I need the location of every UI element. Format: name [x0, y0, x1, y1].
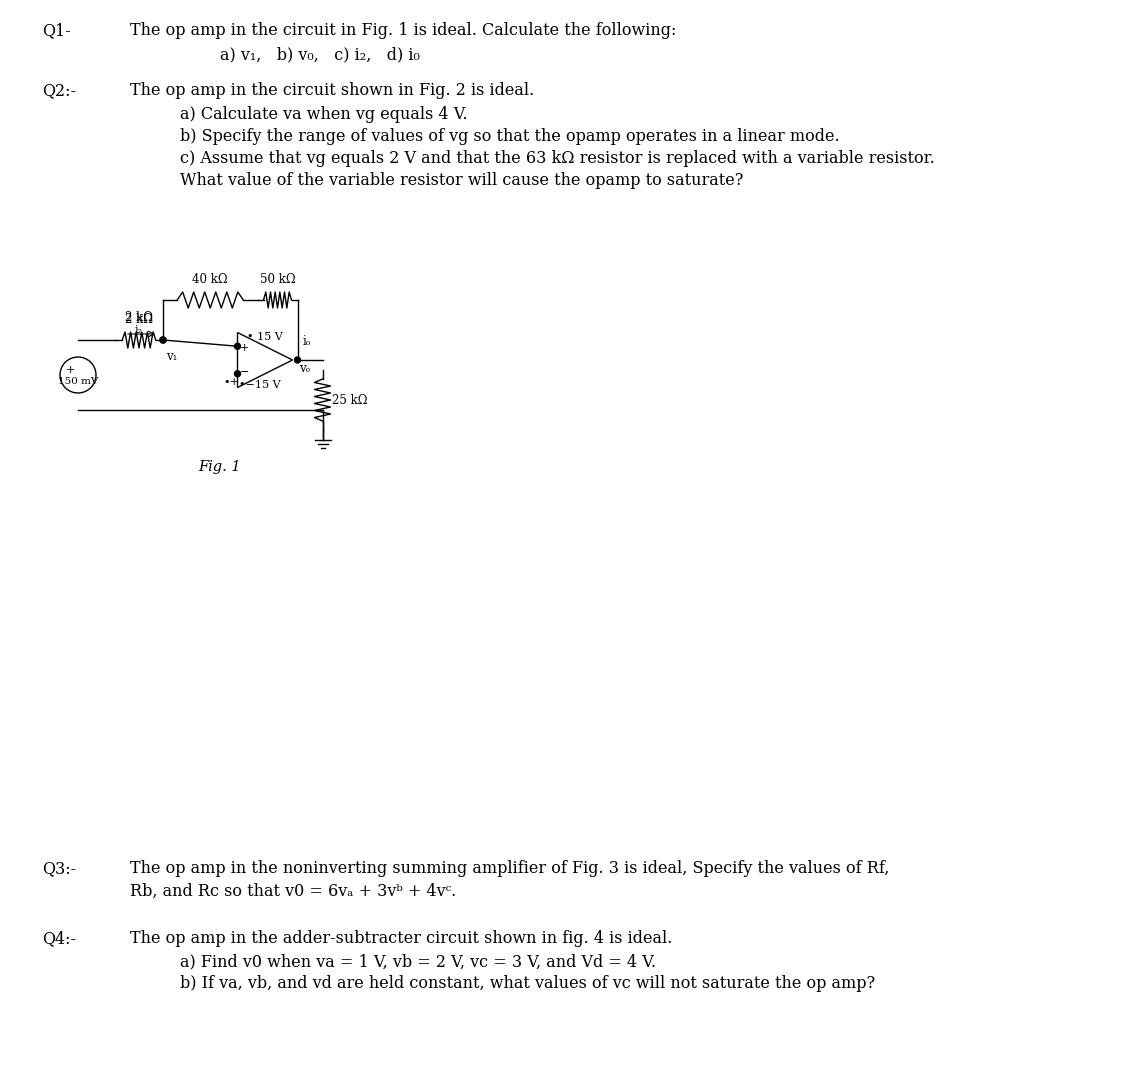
Text: +: +: [240, 343, 250, 353]
Text: a) Calculate va when vg equals 4 V.: a) Calculate va when vg equals 4 V.: [180, 106, 468, 123]
Circle shape: [160, 337, 166, 343]
Text: The op amp in the circuit in Fig. 1 is ideal. Calculate the following:: The op amp in the circuit in Fig. 1 is i…: [130, 22, 676, 38]
Text: The op amp in the adder-subtracter circuit shown in fig. 4 is ideal.: The op amp in the adder-subtracter circu…: [130, 930, 673, 947]
Text: b) Specify the range of values of vg so that the opamp operates in a linear mode: b) Specify the range of values of vg so …: [180, 128, 839, 145]
Text: a) v₁,   b) v₀,   c) i₂,   d) i₀: a) v₁, b) v₀, c) i₂, d) i₀: [220, 46, 420, 63]
Text: −: −: [240, 367, 250, 376]
Text: •−15 V: •−15 V: [240, 379, 281, 390]
Text: vₒ: vₒ: [299, 362, 310, 375]
Text: Q3:-: Q3:-: [42, 859, 76, 877]
Text: i₂: i₂: [135, 325, 143, 335]
Text: 50 kΩ: 50 kΩ: [260, 273, 295, 286]
Circle shape: [234, 371, 241, 376]
Text: +: +: [65, 365, 74, 375]
Text: b) If va, vb, and vd are held constant, what values of vc will not saturate the : b) If va, vb, and vd are held constant, …: [180, 975, 875, 992]
Text: Q2:-: Q2:-: [42, 82, 76, 99]
Text: Q4:-: Q4:-: [42, 930, 76, 947]
Text: •+: •+: [224, 376, 240, 387]
Text: The op amp in the noninverting summing amplifier of Fig. 3 is ideal, Specify the: The op amp in the noninverting summing a…: [130, 859, 890, 877]
Text: a) Find v0 when va = 1 V, vb = 2 V, vc = 3 V, and Vd = 4 V.: a) Find v0 when va = 1 V, vb = 2 V, vc =…: [180, 952, 656, 970]
Text: 150 mV: 150 mV: [57, 376, 98, 386]
Text: Q1-: Q1-: [42, 22, 71, 38]
Text: The op amp in the circuit shown in Fig. 2 is ideal.: The op amp in the circuit shown in Fig. …: [130, 82, 534, 99]
Text: v₁: v₁: [166, 350, 178, 363]
Text: Rb, and Rc so that v0 = 6vₐ + 3vᵇ + 4vᶜ.: Rb, and Rc so that v0 = 6vₐ + 3vᵇ + 4vᶜ.: [130, 883, 457, 900]
Text: c) Assume that vg equals 2 V and that the 63 kΩ resistor is replaced with a vari: c) Assume that vg equals 2 V and that th…: [180, 150, 935, 167]
Text: iₒ: iₒ: [303, 335, 310, 348]
Text: Fig. 1: Fig. 1: [199, 460, 242, 474]
Circle shape: [295, 357, 300, 363]
Circle shape: [234, 343, 241, 350]
Text: 2 kΩ: 2 kΩ: [125, 313, 153, 326]
Text: • 15 V: • 15 V: [248, 332, 282, 342]
Text: 25 kΩ: 25 kΩ: [333, 393, 368, 406]
Text: What value of the variable resistor will cause the opamp to saturate?: What value of the variable resistor will…: [180, 172, 744, 189]
Text: 2 kΩ: 2 kΩ: [125, 311, 153, 324]
Circle shape: [160, 337, 166, 343]
Text: 40 kΩ: 40 kΩ: [192, 273, 228, 286]
